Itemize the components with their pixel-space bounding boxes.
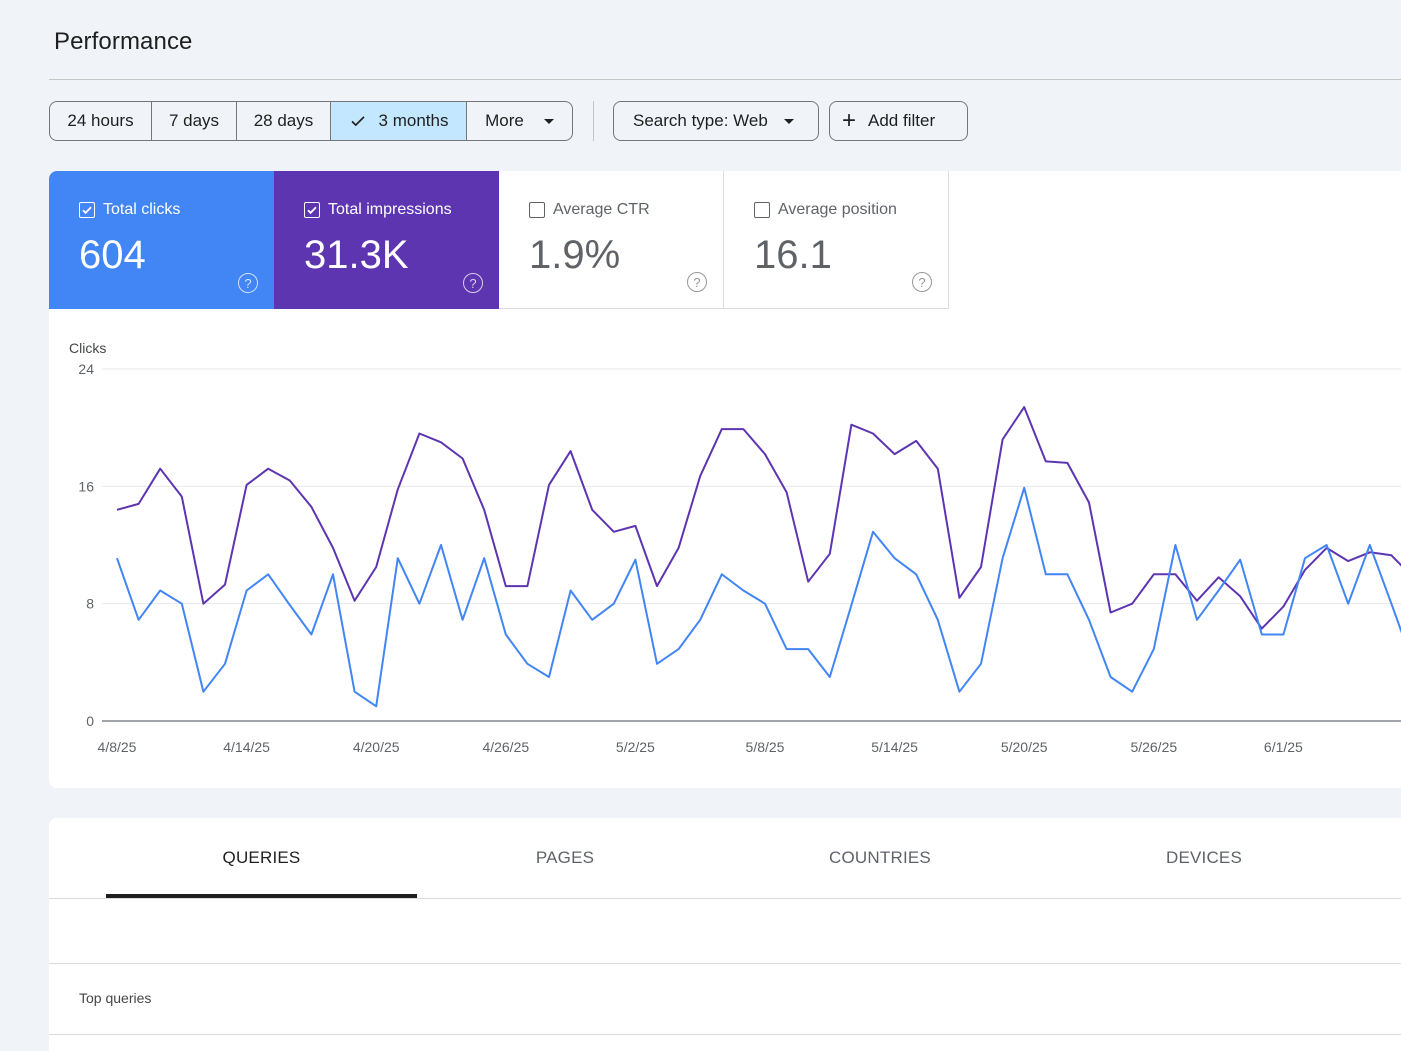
metric-average-ctr[interactable]: Average CTR 1.9% ? [499,171,724,309]
help-icon[interactable]: ? [463,273,483,293]
tabs-divider [49,898,1401,899]
date-option-label: 3 months [378,111,449,130]
date-option-label: 7 days [168,111,220,130]
check-icon [350,116,365,127]
clicks-series-line [116,486,1401,708]
metric-label-row: Average position [754,201,897,219]
x-tick-label: 4/14/25 [223,739,270,755]
date-range-selector: 24 hours 7 days 28 days 3 months More [49,101,573,141]
metric-label-row: Total clicks [79,201,180,219]
metric-total-clicks[interactable]: Total clicks 604 ? [49,171,274,309]
metric-value: 604 [79,233,146,277]
date-option-24-hours[interactable]: 24 hours [50,102,152,140]
tab-label: QUERIES [222,848,301,867]
y-tick-label: 24 [78,361,94,377]
metric-label-row: Average CTR [529,201,650,219]
x-tick-label: 4/8/25 [98,739,137,755]
tab-label: COUNTRIES [829,848,931,867]
title-divider [49,79,1401,80]
date-option-label: More [485,111,524,130]
tab-countries[interactable]: COUNTRIES [725,818,1035,898]
metric-label-row: Total impressions [304,201,452,219]
y-tick-label: 0 [86,713,94,729]
dropdown-arrow-icon [783,118,794,124]
date-option-7-days[interactable]: 7 days [152,102,237,140]
tab-pages[interactable]: PAGES [415,818,715,898]
tab-label: DEVICES [1165,848,1243,867]
metric-average-position[interactable]: Average position 16.1 ? [724,171,949,309]
y-tick-label: 16 [78,478,94,494]
table-header-divider [49,1034,1401,1035]
date-option-label: 28 days [253,111,314,130]
date-option-more[interactable]: More [467,102,572,140]
page-title: Performance [54,28,193,55]
x-tick-label: 5/26/25 [1130,739,1177,755]
search-type-label: Search type: Web [633,111,768,130]
x-tick-label: 5/20/25 [1001,739,1048,755]
plus-icon: + [842,107,857,134]
x-tick-label: 6/1/25 [1264,739,1303,755]
x-tick-label: 5/8/25 [746,739,785,755]
checkbox-checked-icon[interactable] [304,202,320,218]
add-filter-label: Add filter [868,111,936,130]
x-tick-label: 5/14/25 [871,739,918,755]
metric-label: Total clicks [103,201,181,218]
add-filter-button[interactable]: + Add filter [829,101,968,141]
metric-value: 31.3K [304,233,409,277]
date-option-3-months[interactable]: 3 months [331,102,467,140]
help-icon[interactable]: ? [912,272,932,292]
help-icon[interactable]: ? [687,272,707,292]
date-option-label: 24 hours [67,111,134,130]
top-queries-header[interactable]: Top queries [79,990,152,1006]
active-tab-indicator [106,894,417,898]
checkbox-unchecked-icon[interactable] [754,202,770,218]
clicks-line-chart[interactable]: Clicks 0 8 16 24 4/8/25 4/14/25 4/20/25 4/26/25 5… [49,309,1401,788]
metric-value: 16.1 [754,233,832,277]
dimension-tabs-card: QUERIES PAGES COUNTRIES DEVICES Top quer… [49,818,1401,1051]
tab-devices[interactable]: DEVICES [1049,818,1359,898]
y-axis-title: Clicks [69,340,106,356]
search-type-dropdown[interactable]: Search type: Web [613,101,819,141]
x-tick-label: 4/20/25 [353,739,400,755]
date-option-28-days[interactable]: 28 days [237,102,331,140]
table-toolbar-divider [49,963,1401,964]
y-tick-label: 8 [86,596,94,612]
x-tick-label: 4/26/25 [482,739,529,755]
x-tick-label: 5/2/25 [616,739,655,755]
checkbox-unchecked-icon[interactable] [529,202,545,218]
tab-queries[interactable]: QUERIES [106,818,417,898]
tab-label: PAGES [535,848,595,867]
checkbox-checked-icon[interactable] [79,202,95,218]
performance-chart-card: Total clicks 604 ? Total impressions 31.… [49,171,1401,788]
metric-value: 1.9% [529,233,621,277]
dropdown-arrow-icon [543,118,554,124]
metric-label: Total impressions [328,201,452,218]
metric-label: Average CTR [553,201,650,218]
help-icon[interactable]: ? [238,273,258,293]
impressions-series-line [116,406,1401,630]
metric-total-impressions[interactable]: Total impressions 31.3K ? [274,171,499,309]
toolbar-divider [593,101,594,141]
metric-label: Average position [778,201,897,218]
